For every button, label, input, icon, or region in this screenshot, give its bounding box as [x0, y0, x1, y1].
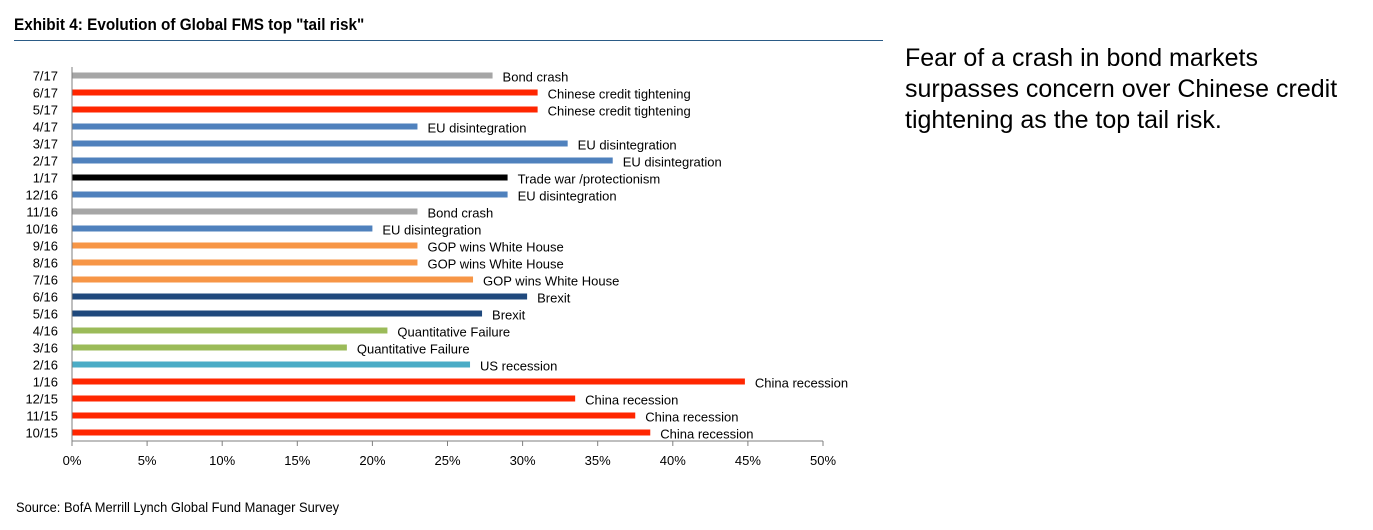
x-tick-label: 50%	[810, 453, 836, 468]
bar-6-16	[72, 293, 528, 300]
category-label: 3/16	[33, 341, 58, 356]
bar-data-label: Bond crash	[503, 70, 569, 85]
bar-data-label: China recession	[585, 393, 678, 408]
bar-data-label: Chinese credit tightening	[548, 87, 691, 102]
category-label: 2/17	[33, 154, 58, 169]
bar-11-15	[72, 412, 636, 419]
bar-data-label: EU disintegration	[427, 121, 526, 136]
bar-data-label: China recession	[645, 410, 738, 425]
category-label: 4/16	[33, 324, 58, 339]
category-label: 12/15	[25, 392, 58, 407]
bar-data-label: GOP wins White House	[483, 274, 619, 289]
bar-9-16	[72, 242, 418, 249]
category-label: 6/17	[33, 86, 58, 101]
title-divider	[14, 40, 883, 41]
category-label: 5/16	[33, 307, 58, 322]
bar-4-16	[72, 327, 388, 334]
category-label: 3/17	[33, 137, 58, 152]
bar-data-label: US recession	[480, 359, 557, 374]
exhibit-title: Exhibit 4: Evolution of Global FMS top "…	[14, 15, 365, 34]
bar-data-label: EU disintegration	[382, 223, 481, 238]
x-tick-label: 35%	[585, 453, 611, 468]
category-label: 5/17	[33, 103, 58, 118]
bar-10-15	[72, 429, 651, 436]
category-label: 2/16	[33, 358, 58, 373]
bar-5-16	[72, 310, 483, 317]
category-label: 10/15	[25, 426, 58, 441]
category-label: 7/17	[33, 69, 58, 84]
bar-data-label: EU disintegration	[578, 138, 677, 153]
bar-4-17	[72, 123, 418, 130]
bar-12-16	[72, 191, 508, 198]
side-note: Fear of a crash in bond markets surpasse…	[905, 44, 1338, 134]
bar-8-16	[72, 259, 418, 266]
category-label: 11/15	[26, 409, 58, 424]
x-tick-label: 0%	[63, 453, 82, 468]
bar-3-16	[72, 344, 347, 351]
bar-data-label: GOP wins White House	[427, 257, 563, 272]
bar-1-17	[72, 174, 508, 181]
bar-6-17	[72, 89, 538, 96]
bar-10-16	[72, 225, 373, 232]
source-note: Source: BofA Merrill Lynch Global Fund M…	[16, 499, 340, 515]
x-tick-label: 40%	[660, 453, 686, 468]
x-tick-label: 20%	[359, 453, 385, 468]
bar-data-label: EU disintegration	[518, 189, 617, 204]
bar-2-16	[72, 361, 471, 368]
bar-data-label: Bond crash	[427, 206, 493, 221]
category-label: 8/16	[33, 256, 58, 271]
category-label: 1/17	[33, 171, 58, 186]
bar-data-label: Quantitative Failure	[397, 325, 510, 340]
bar-data-label: Chinese credit tightening	[548, 104, 691, 119]
bar-data-label: China recession	[660, 427, 753, 442]
bar-11-16	[72, 208, 418, 215]
category-label: 9/16	[33, 239, 58, 254]
bar-7-16	[72, 276, 474, 283]
bar-data-label: China recession	[755, 376, 848, 391]
bar-5-17	[72, 106, 538, 113]
x-tick-label: 25%	[434, 453, 460, 468]
category-label: 10/16	[25, 222, 58, 237]
bar-2-17	[72, 157, 613, 164]
bar-data-label: Brexit	[492, 308, 526, 323]
bar-data-label: EU disintegration	[623, 155, 722, 170]
bar-12-15	[72, 395, 576, 402]
category-label: 1/16	[33, 375, 58, 390]
category-label: 12/16	[25, 188, 58, 203]
category-label: 4/17	[33, 120, 58, 135]
category-label: 7/16	[33, 273, 58, 288]
x-tick-label: 15%	[284, 453, 310, 468]
bar-data-label: Quantitative Failure	[357, 342, 470, 357]
bar-7-17	[72, 72, 493, 79]
bar-1-16	[72, 378, 745, 385]
tail-risk-bar-chart: 7/17 Bond crash 6/17 Chinese credit tighten…	[25, 67, 848, 468]
category-label: 11/16	[26, 205, 58, 220]
bar-3-17	[72, 140, 568, 147]
x-tick-label: 45%	[735, 453, 761, 468]
bar-data-label: Trade war /protectionism	[518, 172, 661, 187]
category-label: 6/16	[33, 290, 58, 305]
x-tick-label: 30%	[510, 453, 536, 468]
x-tick-label: 10%	[209, 453, 235, 468]
x-tick-label: 5%	[138, 453, 157, 468]
bar-data-label: GOP wins White House	[427, 240, 563, 255]
bar-data-label: Brexit	[537, 291, 571, 306]
